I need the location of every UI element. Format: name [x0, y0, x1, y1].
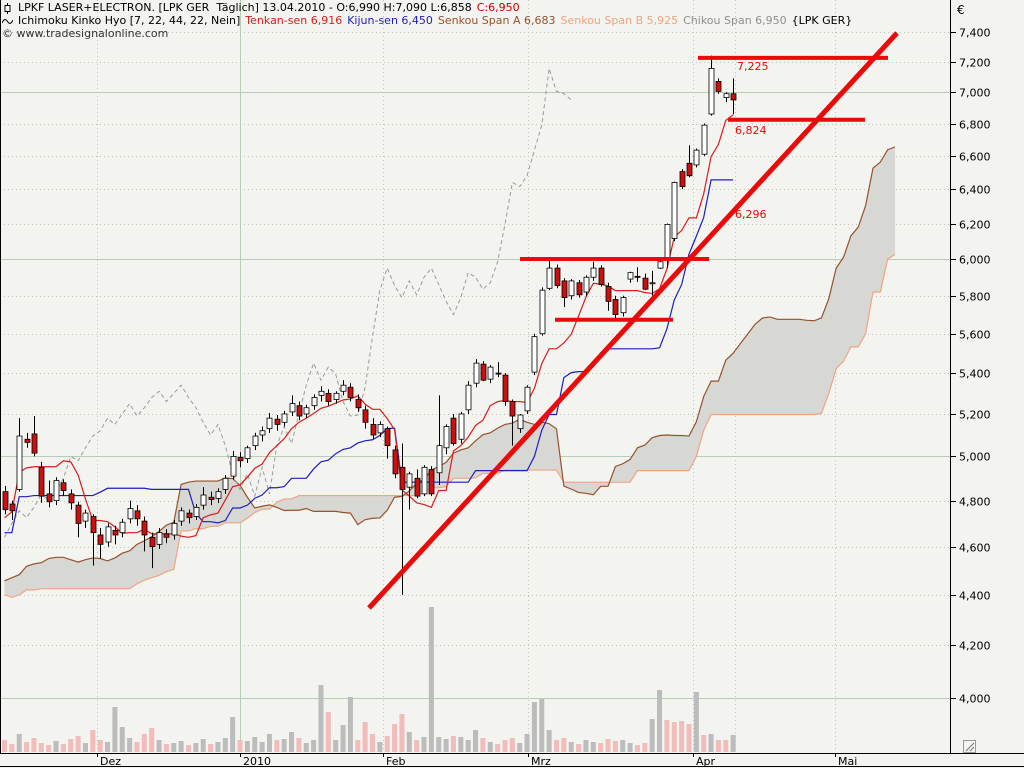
- candles: [2, 55, 737, 595]
- y-axis-label: 7,200: [959, 57, 991, 70]
- x-axis-label: Mai: [838, 755, 857, 768]
- y-axis-label: 4,000: [959, 693, 991, 706]
- y-axis-label: 6,200: [959, 219, 991, 232]
- kijun-sen-line: [4, 179, 734, 534]
- x-axis-labels: Dez 2010 Feb Mrz Apr Mai: [97, 753, 857, 768]
- x-axis-label: Mrz: [531, 755, 551, 768]
- y-axis-label: 6,800: [959, 119, 991, 132]
- resize-grip-icon[interactable]: [963, 740, 976, 753]
- y-axis-label: 5,000: [959, 451, 991, 464]
- tenkan-sen-line: [4, 114, 734, 538]
- y-axis-label: 5,600: [959, 329, 991, 342]
- x-axis-label: Feb: [386, 755, 405, 768]
- x-axis-label: Apr: [696, 755, 716, 768]
- annotation-label: 6,296: [735, 208, 767, 221]
- y-axis-label: 6,600: [959, 151, 991, 164]
- y-axis-label: 4,400: [959, 590, 991, 603]
- annotations[interactable]: 7,225 6,824 6,296: [367, 31, 899, 610]
- y-axis-label: 4,200: [959, 640, 991, 653]
- y-axis-label: 4,600: [959, 542, 991, 555]
- currency-label: €: [957, 3, 965, 17]
- y-axis-labels: €4,000 4,200 4,400 4,600 4,800 5,000 5,200 5,40…: [951, 3, 991, 706]
- gridlines: [0, 0, 950, 752]
- y-axis-label: 6,400: [959, 184, 991, 197]
- y-axis-label: 6,000: [959, 254, 991, 267]
- annotation-label: 7,225: [737, 60, 769, 73]
- volume-bars: [2, 607, 736, 752]
- y-axis-label: 5,800: [959, 291, 991, 304]
- y-axis-label: 7,000: [959, 87, 991, 100]
- y-axis-label: 4,800: [959, 496, 991, 509]
- annotation-label: 6,824: [735, 124, 767, 137]
- y-axis-label: 5,400: [959, 368, 991, 381]
- x-axis-label: 2010: [243, 755, 271, 768]
- chikou-span-line: [4, 68, 572, 538]
- y-axis-label: 5,200: [959, 409, 991, 422]
- x-axis-label: Dez: [100, 755, 121, 768]
- y-axis-label: 7,400: [959, 27, 991, 40]
- trend-line[interactable]: [367, 31, 899, 610]
